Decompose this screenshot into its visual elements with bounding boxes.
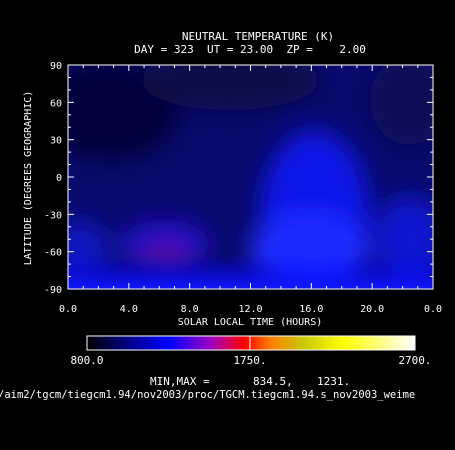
y-tick-label: 30 — [50, 136, 62, 147]
x-tick-label: 4.0 — [120, 304, 138, 315]
y-tick-label: 60 — [50, 98, 62, 109]
x-tick-label: 16.0 — [299, 304, 323, 315]
x-axis: 0.0 4.0 8.0 12.0 16.0 20.0 0.0 — [59, 65, 442, 315]
y-tick-label: 0 — [56, 173, 62, 184]
y-tick-label: -30 — [44, 210, 62, 221]
colorbar-tick-label: 2700. — [398, 354, 431, 367]
chart-subtitle: DAY = 323 UT = 23.00 ZP = 2.00 — [134, 43, 366, 56]
min-value: 834.5, — [253, 375, 293, 388]
x-tick-label: 0.0 — [59, 304, 77, 315]
y-axis: 90 60 30 0 -30 -60 -90 — [44, 61, 433, 296]
max-value: 1231. — [317, 375, 350, 388]
y-tick-label: 90 — [50, 61, 62, 72]
chart-title: NEUTRAL TEMPERATURE (K) — [182, 30, 334, 43]
x-tick-label: 20.0 — [360, 304, 384, 315]
y-tick-label: -90 — [44, 285, 62, 296]
colorbar-tick-label: 800.0 — [70, 354, 103, 367]
colorbar — [86, 335, 416, 351]
heatmap-field — [68, 65, 433, 289]
y-axis-label: LATITUDE (DEGREES GEOGRAPHIC) — [23, 91, 34, 266]
file-path: /aim2/tgcm/tiegcm1.94/nov2003/proc/TGCM.… — [0, 389, 415, 401]
x-tick-label: 12.0 — [238, 304, 262, 315]
x-axis-label: SOLAR LOCAL TIME (HOURS) — [178, 317, 323, 328]
x-tick-label: 8.0 — [181, 304, 199, 315]
minmax-label: MIN,MAX = — [150, 375, 210, 388]
x-tick-label: 0.0 — [424, 304, 442, 315]
y-tick-label: -60 — [44, 248, 62, 259]
colorbar-tick-label: 1750. — [233, 354, 266, 367]
